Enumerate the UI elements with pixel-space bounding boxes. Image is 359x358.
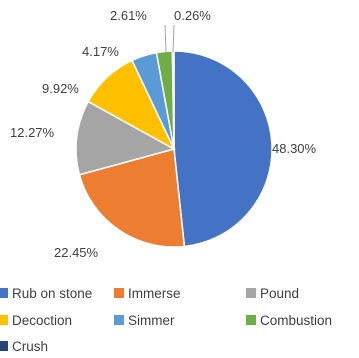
data-label-immerse: 22.45%: [54, 245, 99, 260]
pie-slice-immerse: [78, 148, 186, 248]
legend-entry-combustion: Combustion: [246, 313, 332, 328]
data-label-decoction: 9.92%: [42, 81, 79, 96]
pie-slices: [75, 50, 273, 248]
data-label-combustion: 2.61%: [110, 8, 147, 23]
legend-label-crush: Crush: [12, 339, 48, 354]
legend-entry-decoction: Decoction: [0, 313, 72, 328]
legend-label-simmer: Simmer: [128, 313, 175, 328]
legend-entry-pound: Pound: [246, 286, 299, 301]
legend-swatch-simmer: [114, 315, 124, 325]
legend-entry-simmer: Simmer: [114, 313, 175, 328]
chart-legend: Rub on stone Immerse Pound Decoction Simmer C…: [0, 286, 332, 354]
legend-swatch-rub-on-stone: [0, 288, 8, 298]
legend-entry-immerse: Immerse: [114, 286, 181, 301]
legend-swatch-pound: [246, 288, 256, 298]
pie-slice-pound: [75, 100, 176, 176]
legend-entry-crush: Crush: [0, 339, 48, 354]
legend-swatch-combustion: [246, 315, 256, 325]
pie-data-labels: 48.30% 22.45% 12.27% 9.92% 4.17% 2.61% 0.26%: [10, 8, 317, 260]
data-label-simmer: 4.17%: [82, 44, 119, 59]
legend-swatch-crush: [0, 341, 8, 351]
leader-line: [164, 24, 167, 53]
legend-swatch-decoction: [0, 315, 8, 325]
legend-entry-rub-on-stone: Rub on stone: [0, 286, 92, 301]
legend-label-immerse: Immerse: [128, 286, 181, 301]
data-label-crush: 0.26%: [174, 8, 211, 23]
legend-label-combustion: Combustion: [260, 313, 332, 328]
legend-label-pound: Pound: [260, 286, 299, 301]
legend-label-decoction: Decoction: [12, 313, 72, 328]
leader-line: [172, 24, 175, 53]
legend-swatch-immerse: [114, 288, 124, 298]
pie-slice-rub-on-stone: [173, 50, 273, 248]
legend-label-rub-on-stone: Rub on stone: [12, 286, 92, 301]
data-label-pound: 12.27%: [10, 125, 55, 140]
data-label-rub-on-stone: 48.30%: [272, 141, 317, 156]
